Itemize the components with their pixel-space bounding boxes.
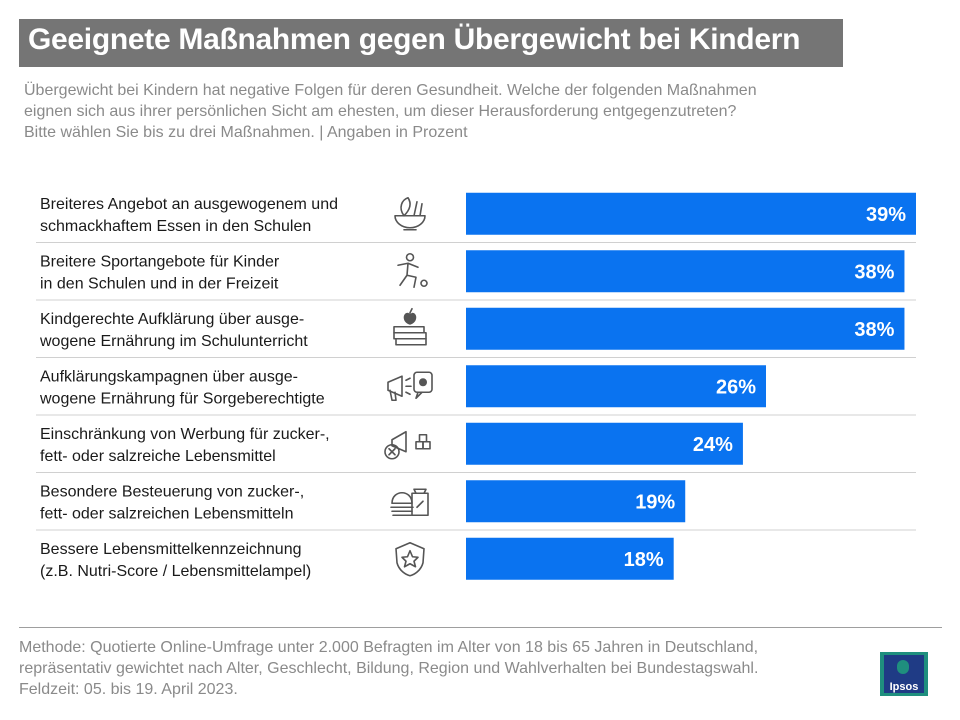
running-child-icon (397, 252, 428, 289)
bar (466, 192, 916, 235)
megaphone-apple-icon (387, 371, 433, 402)
category-label-line: wogene Ernährung für Sorgeberechtigte (39, 390, 325, 407)
bar (466, 365, 766, 408)
bar (466, 480, 686, 523)
footer-divider (19, 627, 942, 628)
chart-row: Einschränkung von Werbung für zucker-, fe… (36, 422, 916, 473)
chart-row: Besondere Besteuerung von zucker-, fett- … (36, 480, 916, 531)
bar (466, 250, 905, 293)
category-label: Breitere Sportangebote für Kinder in den … (40, 253, 280, 292)
category-label-line: Aufklärungskampagnen über ausge- (40, 368, 298, 385)
bar-value-label: 39% (866, 204, 906, 226)
salad-bowl-icon (394, 196, 426, 231)
apple-books-icon (393, 307, 427, 346)
subtitle-line: Bitte wählen Sie bis zu drei Maßnahmen. … (24, 124, 468, 141)
logo-text: Ipsos (889, 681, 919, 693)
subtitle-line: eignen sich aus ihrer persönlichen Sicht… (24, 103, 737, 120)
no-advertising-icon (384, 430, 431, 460)
logo-dot (897, 660, 909, 674)
footer-line: Methode: Quotierte Online-Umfrage unter … (19, 639, 759, 656)
category-label: Kindgerechte Aufklärung über ausge-wogen… (39, 311, 308, 350)
category-label: Breiteres Angebot an ausgewogenem und sch… (40, 196, 338, 235)
chart-row: Aufklärungskampagnen über ausge-wogene E… (36, 365, 916, 416)
chart-row: Breiteres Angebot an ausgewogenem und sch… (36, 192, 916, 243)
bar-value-label: 38% (854, 319, 894, 341)
category-label-line: Breiteres Angebot an ausgewogenem und (40, 196, 338, 213)
bar (466, 422, 743, 465)
category-label-line: in den Schulen und in der Freizeit (40, 275, 279, 292)
category-label-line: Besondere Besteuerung von zucker-, (40, 483, 304, 500)
chart-row: Kindgerechte Aufklärung über ausge-wogen… (36, 307, 916, 358)
bar-value-label: 19% (635, 491, 675, 513)
food-tax-icon (390, 488, 429, 517)
category-label-line: (z.B. Nutri-Score / Lebensmittelampel) (40, 563, 311, 580)
ipsos-logo: Ipsos (880, 652, 928, 696)
category-label: Besondere Besteuerung von zucker-, fett- … (40, 483, 304, 522)
bar (466, 537, 674, 580)
category-label: Einschränkung von Werbung für zucker-, fe… (40, 426, 330, 465)
bar-value-label: 26% (716, 376, 756, 398)
bar-value-label: 38% (854, 261, 894, 283)
bar (466, 307, 905, 350)
chart-row: Bessere Lebensmittelkennzeichnung (z.B. N… (40, 537, 674, 580)
category-label-line: wogene Ernährung im Schulunterricht (39, 333, 308, 350)
page-title: Geeignete Maßnahmen gegen Übergewicht be… (28, 23, 801, 56)
footer-line: Feldzeit: 05. bis 19. April 2023. (19, 681, 238, 698)
category-label: Aufklärungskampagnen über ausge-wogene E… (39, 368, 325, 407)
category-label-line: Breitere Sportangebote für Kinder (40, 253, 280, 270)
category-label-line: Bessere Lebensmittelkennzeichnung (40, 541, 302, 558)
category-label: Bessere Lebensmittelkennzeichnung (z.B. N… (40, 541, 311, 580)
footer-line: repräsentativ gewichtet nach Alter, Gesc… (19, 660, 759, 677)
bar-value-label: 18% (624, 549, 664, 571)
footer-method: Methode: Quotierte Online-Umfrage unter … (19, 637, 859, 700)
category-label-line: schmackhaftem Essen in den Schulen (40, 218, 311, 235)
category-label-line: Kindgerechte Aufklärung über ausge- (40, 311, 304, 328)
subtitle-line: Übergewicht bei Kindern hat negative Fol… (24, 82, 757, 99)
star-badge-icon (395, 541, 425, 577)
category-label-line: Einschränkung von Werbung für zucker-, (40, 426, 330, 443)
category-label-line: fett- oder salzreiche Lebensmittel (40, 448, 276, 465)
title-banner (19, 19, 843, 67)
subtitle: Übergewicht bei Kindern hat negative Fol… (24, 80, 824, 143)
category-label-line: fett- oder salzreichen Lebensmitteln (40, 505, 293, 522)
chart-row: Breitere Sportangebote für Kinder in den … (36, 250, 916, 301)
bar-value-label: 24% (693, 434, 733, 456)
